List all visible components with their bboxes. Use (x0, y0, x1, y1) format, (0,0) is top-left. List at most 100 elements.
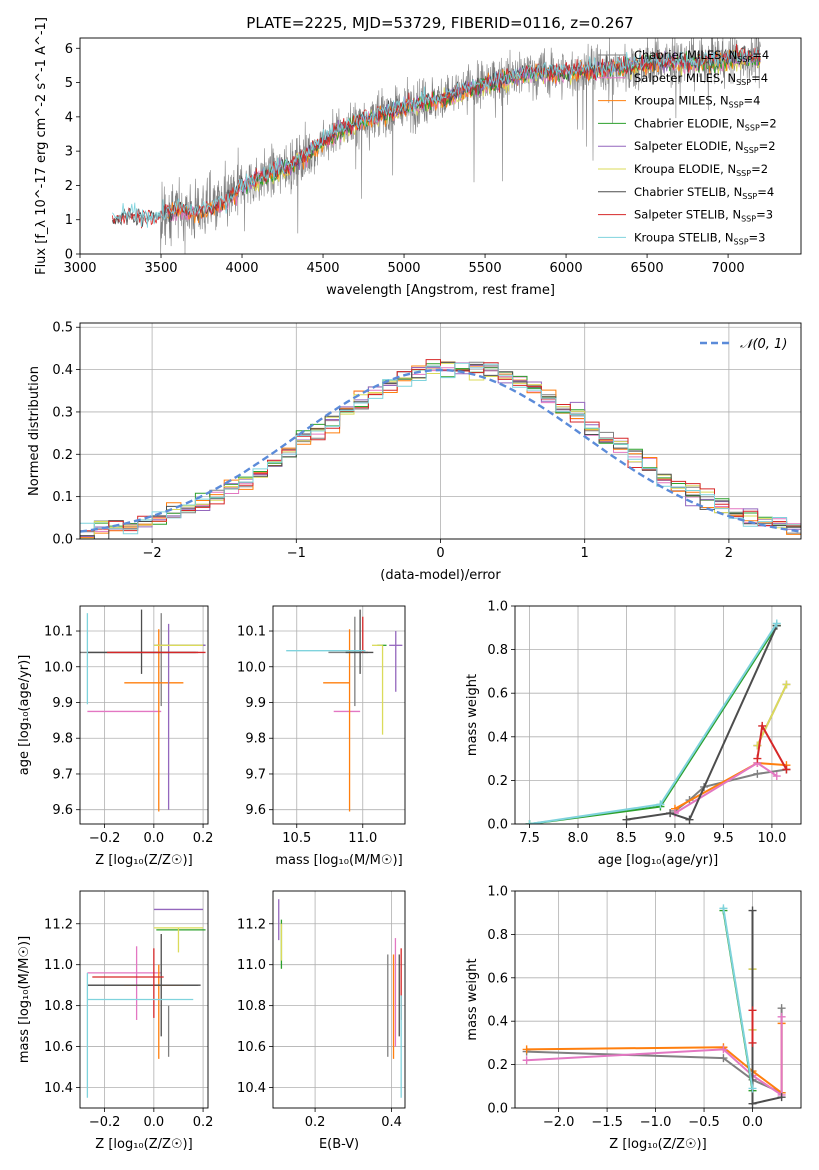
y-tick-label: 10.4 (44, 1081, 73, 1096)
axes-frame (79, 605, 209, 825)
spectrum-panel: 3000 3500 4000 4500 5000 5500 6000 6500 7000 0 1 2 3… (34, 17, 802, 298)
y-tick-label: 10.1 (237, 625, 266, 640)
x-tick-label: 1 (581, 546, 589, 561)
residuals-panel: −2 −1 0 1 2 0.0 0.1 0.2 0.3 0.4 0.5 (data-model)/er… (27, 321, 802, 583)
y-tick-label: 0.2 (487, 1058, 508, 1073)
y-tick-label: 0.2 (52, 448, 73, 463)
weight-point-marker (748, 1099, 757, 1108)
y-tick-label: 10.6 (44, 1040, 73, 1055)
x-tick-label: 6500 (631, 261, 664, 276)
spectrum-model-line (112, 43, 761, 229)
x-tick-label: 8.0 (568, 831, 589, 846)
y-tick-label: 0.0 (487, 818, 508, 833)
weight-point-marker (782, 765, 791, 774)
weight-point-marker (753, 769, 762, 778)
x-axis-label: Z [log₁₀(Z/Z☉)] (95, 1137, 192, 1152)
weight-point-marker (522, 1056, 531, 1065)
weight-series-line (626, 625, 778, 821)
mass-vs-ebv-panel: 0.2 0.4 10.4 10.6 10.8 11.0 11.2 E(B-V) (237, 890, 406, 1152)
weight-point-marker (622, 815, 631, 824)
weight-point-marker (753, 754, 762, 763)
x-tick-label: 9.0 (665, 831, 686, 846)
y-tick-label: 1 (65, 213, 73, 228)
y-tick-label: 0.6 (487, 971, 508, 986)
y-tick-label: 1.0 (487, 885, 508, 900)
y-tick-label: 10.4 (237, 1081, 266, 1096)
x-axis-label: Z [log₁₀(Z/Z☉)] (95, 853, 192, 868)
y-axis-label: Flux [f_λ 10^-17 erg cm^-2 s^-1 A^-1] (34, 17, 49, 275)
y-tick-label: 0.2 (487, 774, 508, 789)
x-tick-label: −0.2 (89, 831, 121, 846)
legend-entry: Kroupa ELODIE, NSSP=2 (634, 162, 768, 178)
y-tick-label: 9.6 (245, 803, 266, 818)
y-tick-label: 0.4 (487, 730, 508, 745)
x-tick-label: 2 (725, 546, 733, 561)
legend-entry: Chabrier ELODIE, NSSP=2 (634, 116, 777, 132)
weight-point-marker (748, 1084, 757, 1093)
y-tick-label: 9.6 (52, 803, 73, 818)
y-tick-label: 10.0 (237, 660, 266, 675)
legend-entry: Kroupa MILES, NSSP=4 (634, 94, 760, 110)
x-tick-label: 0.0 (742, 1115, 763, 1130)
y-tick-label: 9.8 (245, 732, 266, 747)
weight-point-marker (719, 904, 728, 913)
weight-point-marker (656, 800, 665, 809)
x-tick-label: 0.0 (144, 831, 165, 846)
legend-entry: Salpeter STELIB, NSSP=3 (634, 208, 773, 224)
axes-frame (272, 605, 406, 825)
x-tick-label: 3500 (144, 261, 177, 276)
weight-point-marker (719, 1054, 728, 1063)
y-tick-label: 10.6 (237, 1040, 266, 1055)
x-axis-label: mass [log₁₀(M/M☉)] (275, 853, 402, 868)
y-tick-label: 5 (65, 76, 73, 91)
y-tick-label: 0.4 (487, 1015, 508, 1030)
x-tick-label: 8.5 (616, 831, 637, 846)
x-tick-label: 3000 (63, 261, 96, 276)
x-tick-label: 11.0 (348, 831, 377, 846)
y-axis-label: Normed distribution (27, 366, 42, 496)
y-tick-label: 9.8 (52, 732, 73, 747)
normal-reference-curve (80, 368, 801, 533)
y-tick-label: 11.0 (44, 958, 73, 973)
legend-entry: Chabrier MILES, NSSP=4 (634, 48, 769, 64)
y-tick-label: 0.0 (52, 533, 73, 548)
weight-point-marker (522, 1045, 531, 1054)
y-tick-label: 0.0 (487, 1102, 508, 1117)
weight-point-marker (719, 1045, 728, 1054)
spectrum-model-line (112, 48, 761, 228)
y-tick-label: 9.7 (245, 767, 266, 782)
x-tick-label: −1 (287, 546, 306, 561)
x-tick-label: 7.5 (519, 831, 540, 846)
figure-title: PLATE=2225, MJD=53729, FIBERID=0116, z=0… (246, 14, 633, 32)
weight-vs-age-panel: 7.5 8.0 8.5 9.0 9.5 10.0 0.0 0.2 0.4 0.6 0.8 1.0 age… (465, 600, 802, 868)
legend-entry: Salpeter ELODIE, NSSP=2 (634, 139, 776, 155)
weight-point-marker (777, 1004, 786, 1013)
weight-point-marker (772, 772, 781, 781)
x-tick-label: −2.0 (543, 1115, 575, 1130)
x-tick-label: 5000 (387, 261, 420, 276)
y-tick-label: 10.8 (44, 999, 73, 1014)
age-vs-mass-panel: 10.5 11.0 9.6 9.7 9.8 9.9 10.0 10.1 mass [log₁₀(… (237, 605, 406, 868)
x-axis-label: wavelength [Angstrom, rest frame] (326, 283, 555, 298)
y-axis-label: mass weight (465, 958, 480, 1040)
y-tick-label: 9.9 (245, 696, 266, 711)
weight-point-marker (758, 721, 767, 730)
x-tick-label: 0.2 (305, 1115, 326, 1130)
weight-point-marker (748, 1006, 757, 1015)
y-tick-label: 0.8 (487, 928, 508, 943)
x-tick-label: −1.0 (640, 1115, 672, 1130)
y-tick-label: 0.4 (52, 363, 73, 378)
age-vs-Z-panel: −0.2 0.0 0.2 9.6 9.7 9.8 9.9 10.0 10.1 Z [log₁₀(Z… (17, 605, 213, 868)
x-axis-label: Z [log₁₀(Z/Z☉)] (609, 1137, 706, 1152)
y-tick-label: 6 (65, 42, 73, 57)
y-tick-label: 11.0 (237, 958, 266, 973)
weight-point-marker (748, 1038, 757, 1047)
x-tick-label: 6000 (550, 261, 583, 276)
weight-point-marker (525, 820, 534, 824)
x-tick-label: 0 (436, 546, 444, 561)
y-tick-label: 0.8 (487, 643, 508, 658)
y-tick-label: 0 (65, 248, 73, 263)
axes-frame (79, 890, 209, 1109)
y-tick-label: 11.2 (237, 917, 266, 932)
